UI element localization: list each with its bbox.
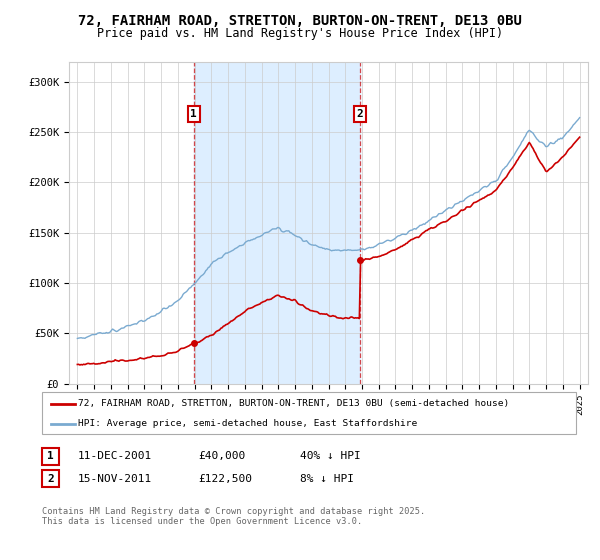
Text: Contains HM Land Registry data © Crown copyright and database right 2025.
This d: Contains HM Land Registry data © Crown c… <box>42 507 425 526</box>
Text: 2: 2 <box>356 109 364 119</box>
Text: 11-DEC-2001: 11-DEC-2001 <box>78 451 152 461</box>
Text: 40% ↓ HPI: 40% ↓ HPI <box>300 451 361 461</box>
Text: Price paid vs. HM Land Registry's House Price Index (HPI): Price paid vs. HM Land Registry's House … <box>97 27 503 40</box>
Text: HPI: Average price, semi-detached house, East Staffordshire: HPI: Average price, semi-detached house,… <box>78 419 417 428</box>
Text: 1: 1 <box>190 109 197 119</box>
Text: 2: 2 <box>47 474 54 484</box>
Text: 1: 1 <box>47 451 54 461</box>
Text: £122,500: £122,500 <box>198 474 252 484</box>
Text: 15-NOV-2011: 15-NOV-2011 <box>78 474 152 484</box>
Text: £40,000: £40,000 <box>198 451 245 461</box>
Text: 8% ↓ HPI: 8% ↓ HPI <box>300 474 354 484</box>
Text: 72, FAIRHAM ROAD, STRETTON, BURTON-ON-TRENT, DE13 0BU: 72, FAIRHAM ROAD, STRETTON, BURTON-ON-TR… <box>78 14 522 28</box>
Bar <box>194 62 360 384</box>
Text: 72, FAIRHAM ROAD, STRETTON, BURTON-ON-TRENT, DE13 0BU (semi-detached house): 72, FAIRHAM ROAD, STRETTON, BURTON-ON-TR… <box>78 399 509 408</box>
